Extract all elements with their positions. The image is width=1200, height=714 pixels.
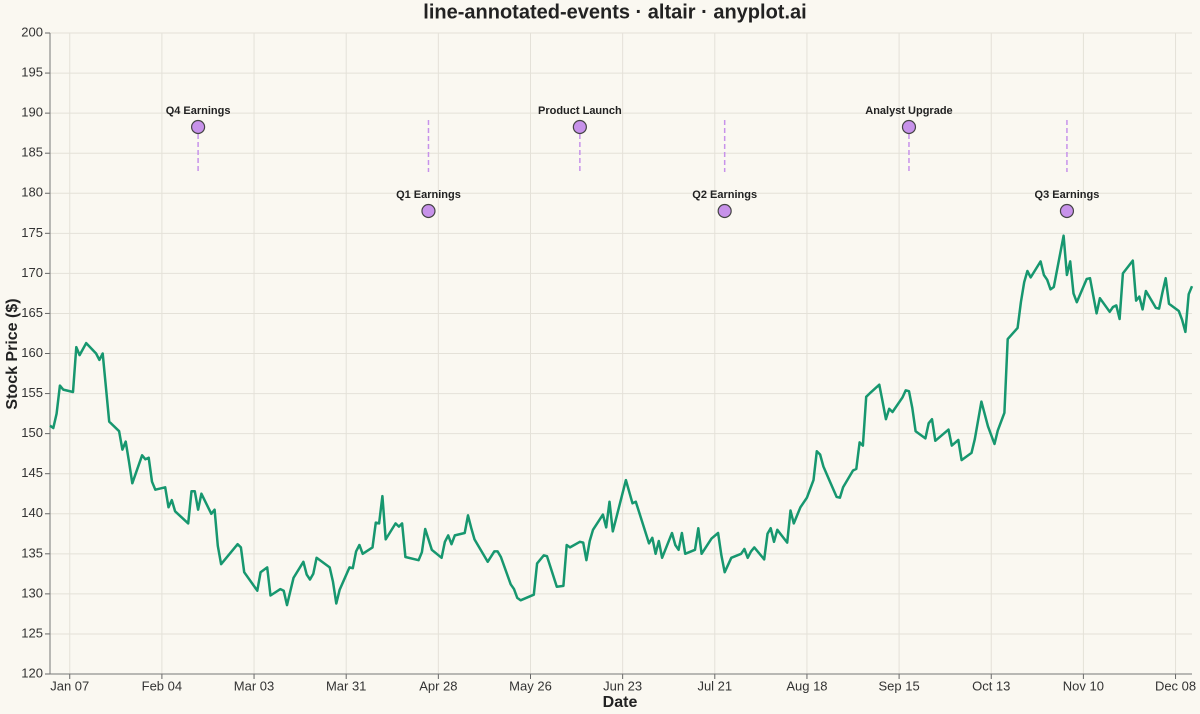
event-label: Q1 Earnings: [396, 189, 461, 201]
x-tick-label: Aug 18: [786, 678, 827, 693]
y-tick-label: 195: [21, 65, 43, 80]
y-tick-label: 160: [21, 345, 43, 360]
event-label: Q4 Earnings: [166, 105, 231, 117]
y-tick-label: 135: [21, 545, 43, 560]
x-tick-label: Jul 21: [697, 678, 732, 693]
x-tick-label: Mar 31: [326, 678, 366, 693]
x-tick-label: May 26: [509, 678, 552, 693]
event-marker: [1059, 203, 1075, 219]
price-line: [49, 234, 1194, 607]
event-label: Q2 Earnings: [692, 189, 757, 201]
x-tick-label: Feb 04: [142, 678, 182, 693]
y-tick-label: 150: [21, 425, 43, 440]
x-tick-label: Dec 08: [1155, 678, 1196, 693]
y-tick-label: 185: [21, 145, 43, 160]
y-axis-label: Stock Price ($): [4, 298, 21, 409]
y-tick-label: 200: [21, 24, 43, 39]
event-marker: [190, 119, 206, 135]
y-tick-label: 155: [21, 385, 43, 400]
y-tick-label: 170: [21, 265, 43, 280]
y-tick-label: 165: [21, 305, 43, 320]
event-marker: [717, 203, 732, 219]
chart-title: line-annotated-events · altair · anyplot…: [423, 1, 806, 23]
y-tick-label: 120: [21, 665, 43, 680]
event-marker: [572, 119, 587, 135]
x-tick-label: Sep 15: [878, 678, 919, 693]
event-marker: [901, 119, 917, 135]
event-label: Q3 Earnings: [1035, 189, 1100, 201]
x-axis-label: Date: [603, 694, 638, 711]
x-tick-label: Oct 13: [972, 678, 1010, 693]
x-tick-label: Jan 07: [50, 678, 89, 693]
event-label: Product Launch: [538, 105, 622, 117]
x-tick-label: Mar 03: [234, 678, 274, 693]
y-tick-label: 180: [21, 185, 43, 200]
y-tick-label: 190: [21, 105, 43, 120]
y-tick-label: 130: [21, 585, 43, 600]
x-tick-label: Nov 10: [1063, 678, 1104, 693]
x-tick-label: Apr 28: [419, 678, 457, 693]
event-marker: [421, 203, 436, 219]
event-label: Analyst Upgrade: [865, 105, 952, 117]
y-tick-label: 140: [21, 505, 43, 520]
y-tick-label: 175: [21, 225, 43, 240]
x-tick-label: Jun 23: [603, 678, 642, 693]
y-tick-label: 145: [21, 465, 43, 480]
y-tick-label: 125: [21, 625, 43, 640]
